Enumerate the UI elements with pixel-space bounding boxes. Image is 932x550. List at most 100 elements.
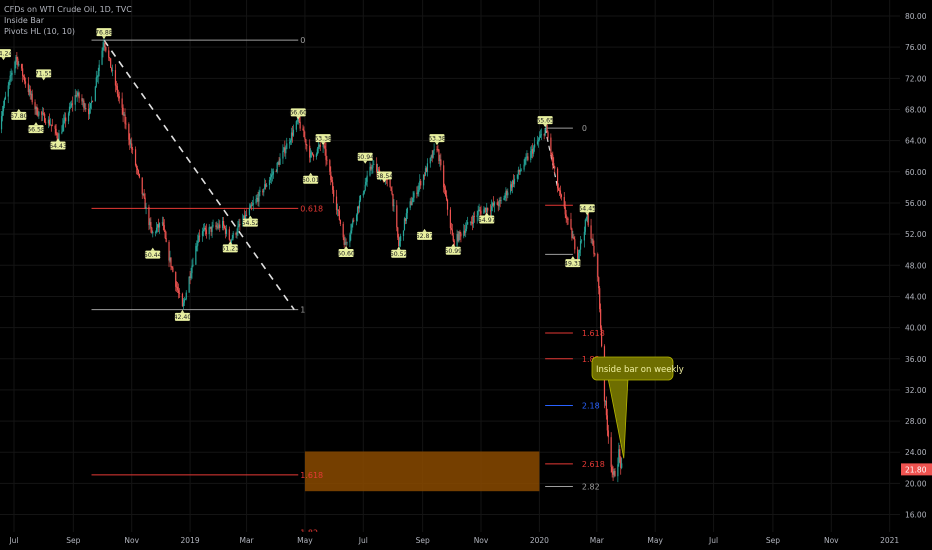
candle-body [500,199,502,201]
candle-body [44,122,47,124]
candle-body [124,114,126,124]
pivot-label: 54.45 [578,204,596,216]
candle-body [291,132,294,136]
candle-body [539,135,541,138]
pivot-label-pointer [363,160,368,164]
candle-body [169,257,171,261]
candle-body [498,200,500,207]
candle-body [211,226,213,232]
price-tick-label: 64.00 [905,137,927,146]
candle-body [419,180,421,186]
candle-body [490,206,493,211]
candle-body [400,236,402,242]
candle-body [24,81,27,84]
candle-body [50,124,52,126]
candle-body [350,230,352,235]
candle-body [284,147,286,154]
candle-body [18,64,20,66]
candle-body [176,286,178,288]
candle-body [29,89,31,95]
price-axis[interactable]: 80.00 76.00 72.00 68.00 64.00 60.00 56.00 52.00… [900,0,932,550]
pivot-label-text: 76.88 [95,29,113,36]
candle-body [554,166,556,169]
pivot-label-text: 66.58 [27,126,45,133]
candle-body [11,72,13,75]
pivot-label: 60.94 [356,152,374,164]
pivot-label-box [222,244,238,253]
candle-body [196,245,198,247]
candle-body [550,137,552,154]
candle-body [429,157,431,164]
candle-body [356,206,359,215]
candle-body [251,204,253,206]
candle-body [111,70,114,71]
price-tick-label: 60.00 [905,168,927,177]
candle-body [1,111,4,117]
candle-body [90,101,93,104]
candle-body [464,230,466,233]
candle-body [243,215,245,221]
candle-body [465,228,467,233]
candle-body [135,165,138,169]
candle-body [34,102,36,110]
candle-body [563,197,565,207]
annotation-callout[interactable]: Inside bar on weekly [591,356,684,459]
candle-body [546,125,548,133]
candle-body [256,197,258,199]
pivot-label: 67.80 [10,108,28,120]
candle-body [23,76,26,82]
pivot-label-pointer [382,179,387,183]
candle-body [275,171,277,173]
candle-body [532,149,534,154]
candle-body [491,203,494,207]
pivot-label: 63.38 [314,134,332,146]
candle-body [540,134,542,136]
legend-pivots[interactable]: Pivots HL (10, 10) [4,27,76,36]
candle-body [426,163,429,172]
candle-body [168,241,170,261]
candle-body [114,70,117,86]
candle-body [128,123,130,140]
candle-body [10,74,12,76]
candle-body [516,174,518,179]
candle-body [499,200,501,202]
candle-body [136,168,139,171]
current-price-tag[interactable] [901,463,932,476]
candle-body [208,227,210,235]
candle-body [456,233,458,246]
pivot-label-pointer [585,212,590,216]
time-tick-label: Jul [708,536,718,545]
candle-body [17,58,19,66]
time-tick-label: Nov [824,536,839,545]
candle-body [564,206,566,215]
candle-body [48,119,51,125]
candle-body [178,290,180,294]
candle-body [460,233,462,237]
candle-body [466,224,468,229]
time-axis[interactable]: Jul Sep Nov 2019 Mar May Jul Sep Nov 2020 Mar May Ju… [0,532,932,550]
pivot-label-pointer [150,247,155,251]
pivot-label-box [11,111,27,120]
legend-inside-bar[interactable]: Inside Bar [4,16,45,25]
pivot-label-box [579,204,595,213]
candle-body [62,124,64,132]
candle-body [178,293,181,294]
candle-body [584,219,586,232]
candle-body [505,191,507,196]
candle-body [102,47,104,51]
candle-body [525,157,527,159]
candle-body [9,75,11,81]
candle-body [216,226,218,228]
time-tick-label: Sep [416,536,430,545]
legend-symbol[interactable]: CFDs on WTI Crude Oil, 1D, TVC [4,5,132,14]
price-tick-label: 52.00 [905,230,927,239]
pivot-label-pointer [56,138,61,142]
candle-body [366,175,368,182]
candle-body [432,150,434,158]
target-zone-rect [304,451,540,492]
candle-body [438,149,440,162]
candle-body [228,229,230,240]
pivot-label-box [50,141,66,150]
